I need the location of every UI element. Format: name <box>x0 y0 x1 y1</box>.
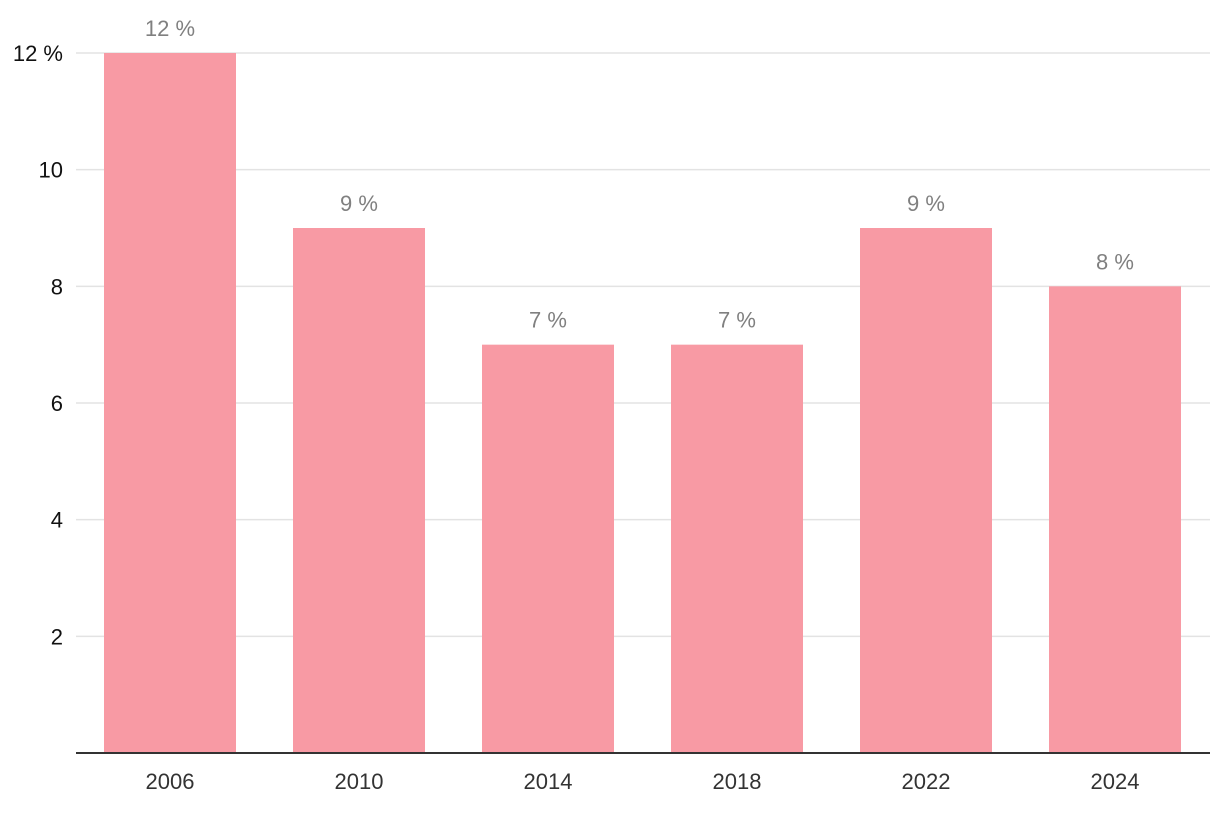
y-tick-label: 10 <box>39 158 63 183</box>
x-axis-ticks: 2006 2010 2014 2018 2022 2024 <box>146 769 1140 794</box>
y-axis-ticks: 2 4 6 8 10 12 % <box>13 41 63 649</box>
bar-2014 <box>482 344 614 753</box>
x-tick-label: 2006 <box>146 769 195 794</box>
bars <box>104 53 1181 753</box>
data-label: 9 % <box>340 191 378 216</box>
bar-2022 <box>860 228 992 753</box>
data-labels: 12 % 9 % 7 % 7 % 9 % 8 % <box>145 16 1134 333</box>
bar-2018 <box>671 344 803 753</box>
x-tick-label: 2014 <box>524 769 573 794</box>
data-label: 12 % <box>145 16 195 41</box>
x-tick-label: 2022 <box>902 769 951 794</box>
bar-2006 <box>104 53 236 753</box>
bar-2010 <box>293 228 425 753</box>
data-label: 9 % <box>907 191 945 216</box>
y-tick-label: 8 <box>51 274 63 299</box>
y-tick-label: 2 <box>51 624 63 649</box>
x-tick-label: 2010 <box>335 769 384 794</box>
data-label: 8 % <box>1096 249 1134 274</box>
y-tick-label: 12 % <box>13 41 63 66</box>
y-tick-label: 4 <box>51 508 63 533</box>
bar-2024 <box>1049 286 1181 753</box>
x-tick-label: 2018 <box>713 769 762 794</box>
x-tick-label: 2024 <box>1091 769 1140 794</box>
y-tick-label: 6 <box>51 391 63 416</box>
data-label: 7 % <box>529 308 567 333</box>
data-label: 7 % <box>718 308 756 333</box>
gridlines <box>76 52 1210 638</box>
